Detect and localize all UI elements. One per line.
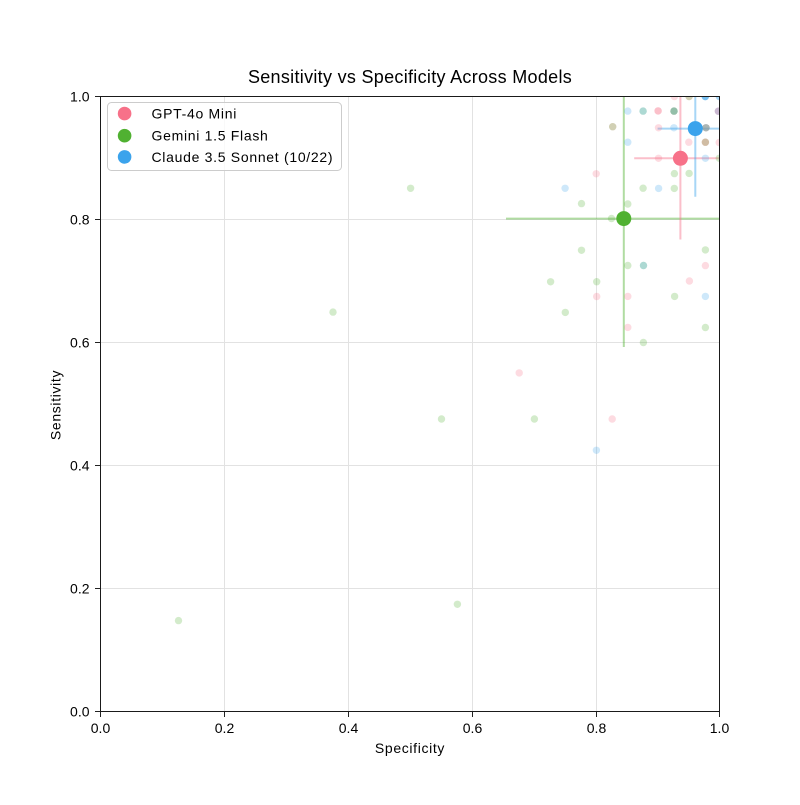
svg-text:0.6: 0.6 [70,335,90,351]
svg-text:Gemini 1.5 Flash: Gemini 1.5 Flash [152,128,269,144]
svg-text:0.8: 0.8 [70,212,90,228]
svg-text:0.2: 0.2 [70,581,90,597]
svg-text:GPT-4o Mini: GPT-4o Mini [152,106,238,122]
svg-text:1.0: 1.0 [710,720,730,736]
svg-text:Claude 3.5 Sonnet (10/22): Claude 3.5 Sonnet (10/22) [152,149,334,165]
svg-text:Specificity: Specificity [375,740,445,756]
svg-text:Sensitivity: Sensitivity [48,370,64,440]
svg-text:Sensitivity vs Specificity Acr: Sensitivity vs Specificity Across Models [248,67,572,87]
svg-text:0.6: 0.6 [463,720,483,736]
svg-text:0.4: 0.4 [339,720,359,736]
svg-text:0.4: 0.4 [70,458,90,474]
svg-text:1.0: 1.0 [70,89,90,105]
svg-text:0.8: 0.8 [587,720,607,736]
svg-text:0.0: 0.0 [70,704,90,720]
svg-text:0.2: 0.2 [215,720,235,736]
svg-text:0.0: 0.0 [91,720,111,736]
